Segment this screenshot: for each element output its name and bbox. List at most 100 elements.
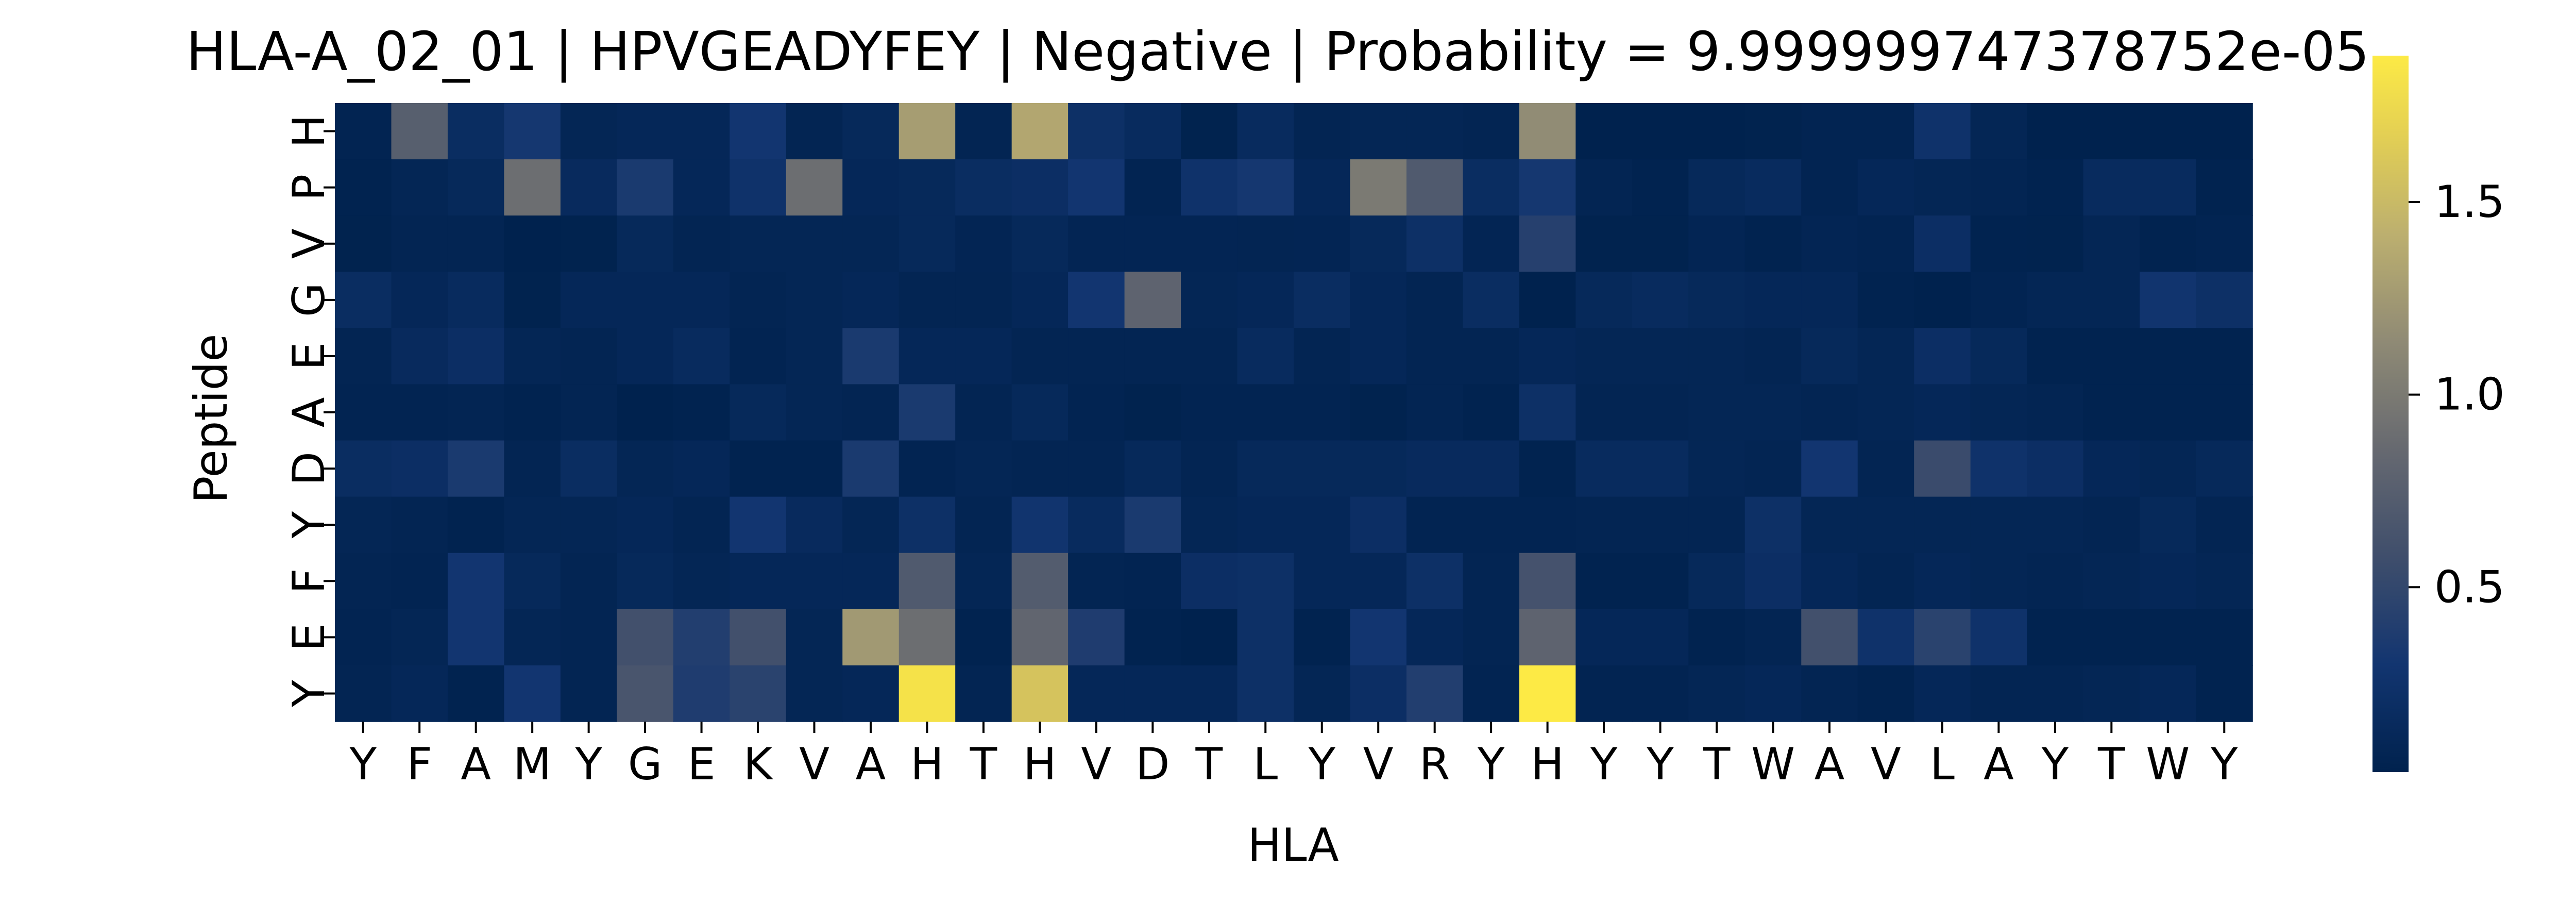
heatmap-cell xyxy=(1744,159,1802,216)
x-tick-label: Y xyxy=(2210,739,2238,790)
heatmap-cell xyxy=(391,328,448,385)
heatmap-cell xyxy=(2083,496,2140,554)
heatmap-cell xyxy=(842,103,900,160)
heatmap-cell xyxy=(504,496,561,554)
heatmap-cell xyxy=(2196,159,2253,216)
heatmap-cell xyxy=(1688,440,1745,497)
heatmap-cell xyxy=(1237,215,1294,273)
heatmap-cell xyxy=(2196,553,2253,610)
heatmap-cell xyxy=(617,496,674,554)
heatmap-cell xyxy=(955,496,1012,554)
heatmap-cell xyxy=(730,272,787,329)
heatmap-cell xyxy=(955,665,1012,722)
heatmap-cell xyxy=(1857,159,1914,216)
heatmap-cell xyxy=(2083,384,2140,441)
heatmap-cell xyxy=(1857,609,1914,666)
heatmap-cell xyxy=(842,553,900,610)
x-tick-label: T xyxy=(970,739,997,790)
heatmap-cell xyxy=(1801,159,1858,216)
heatmap-cell xyxy=(1970,496,2027,554)
heatmap-cell xyxy=(1801,496,1858,554)
heatmap-cell xyxy=(1181,440,1238,497)
x-tick-label: Y xyxy=(2041,739,2069,790)
heatmap-cell xyxy=(1350,553,1407,610)
heatmap-cell xyxy=(730,496,787,554)
heatmap-cell xyxy=(1463,328,1520,385)
heatmap-cell xyxy=(1688,609,1745,666)
heatmap-cell xyxy=(1068,384,1125,441)
x-tick-label: V xyxy=(1363,739,1394,790)
heatmap-cell xyxy=(1406,215,1464,273)
x-tick-label: A xyxy=(461,739,491,790)
heatmap-cell xyxy=(1857,215,1914,273)
heatmap-cell xyxy=(1350,159,1407,216)
heatmap-cell xyxy=(1068,496,1125,554)
heatmap-cell xyxy=(1294,272,1351,329)
x-tick-label: Y xyxy=(1590,739,1618,790)
heatmap-cell xyxy=(391,215,448,273)
y-tick-label: G xyxy=(283,282,335,317)
heatmap-cell xyxy=(391,384,448,441)
heatmap-cell xyxy=(1688,496,1745,554)
heatmap-cell xyxy=(1237,328,1294,385)
heatmap-cell xyxy=(842,272,900,329)
heatmap-cell xyxy=(1801,328,1858,385)
heatmap-cell xyxy=(447,609,505,666)
heatmap-cell xyxy=(1914,103,1971,160)
heatmap-cell xyxy=(1632,609,1689,666)
heatmap-cell xyxy=(2140,159,2197,216)
heatmap-cell xyxy=(1519,665,1577,722)
heatmap-cell xyxy=(2027,496,2084,554)
heatmap-cell xyxy=(1688,665,1745,722)
heatmap-cell xyxy=(1857,553,1914,610)
heatmap-cell xyxy=(842,215,900,273)
heatmap-cell xyxy=(1011,553,1069,610)
heatmap-cell xyxy=(786,609,843,666)
x-tick-label: K xyxy=(743,739,774,790)
heatmap-cell xyxy=(1744,328,1802,385)
heatmap-cell xyxy=(2083,272,2140,329)
heatmap-cell xyxy=(1688,384,1745,441)
heatmap-cell xyxy=(1068,440,1125,497)
x-tick-label: V xyxy=(799,739,829,790)
heatmap-cell xyxy=(1294,496,1351,554)
heatmap-cell xyxy=(1632,496,1689,554)
heatmap-cell xyxy=(2027,440,2084,497)
heatmap-cell xyxy=(2083,103,2140,160)
heatmap-cell xyxy=(2196,103,2253,160)
y-tick-label: F xyxy=(283,569,335,594)
heatmap-cell xyxy=(1801,553,1858,610)
heatmap-cell xyxy=(617,103,674,160)
heatmap-cell xyxy=(786,328,843,385)
heatmap-cell xyxy=(1970,384,2027,441)
heatmap-cell xyxy=(786,159,843,216)
colorbar-ticks: 0.5 1.0 1.5 xyxy=(2409,176,2505,613)
heatmap-cell xyxy=(1688,103,1745,160)
heatmap-cell xyxy=(1011,159,1069,216)
heatmap-cell xyxy=(560,159,618,216)
heatmap-cell xyxy=(1632,159,1689,216)
heatmap-cell xyxy=(1463,440,1520,497)
heatmap-cell xyxy=(955,103,1012,160)
heatmap-cell xyxy=(1688,215,1745,273)
heatmap-cell xyxy=(1406,272,1464,329)
heatmap-cell xyxy=(504,328,561,385)
x-tick-label: A xyxy=(856,739,886,790)
heatmap-cell xyxy=(560,215,618,273)
heatmap-cell xyxy=(786,496,843,554)
heatmap-cell xyxy=(1406,384,1464,441)
heatmap-cell xyxy=(1463,103,1520,160)
y-tick-label: E xyxy=(283,623,335,651)
heatmap-cell xyxy=(673,159,731,216)
heatmap-cell xyxy=(1294,553,1351,610)
heatmap-cell xyxy=(673,496,731,554)
heatmap-cell xyxy=(504,609,561,666)
heatmap-cell xyxy=(1068,159,1125,216)
heatmap-cell xyxy=(1406,440,1464,497)
heatmap-cell xyxy=(730,103,787,160)
heatmap-cell xyxy=(617,215,674,273)
heatmap-cell xyxy=(1124,496,1181,554)
heatmap-cell xyxy=(1463,159,1520,216)
heatmap-cell xyxy=(1068,665,1125,722)
heatmap-cell xyxy=(1744,440,1802,497)
